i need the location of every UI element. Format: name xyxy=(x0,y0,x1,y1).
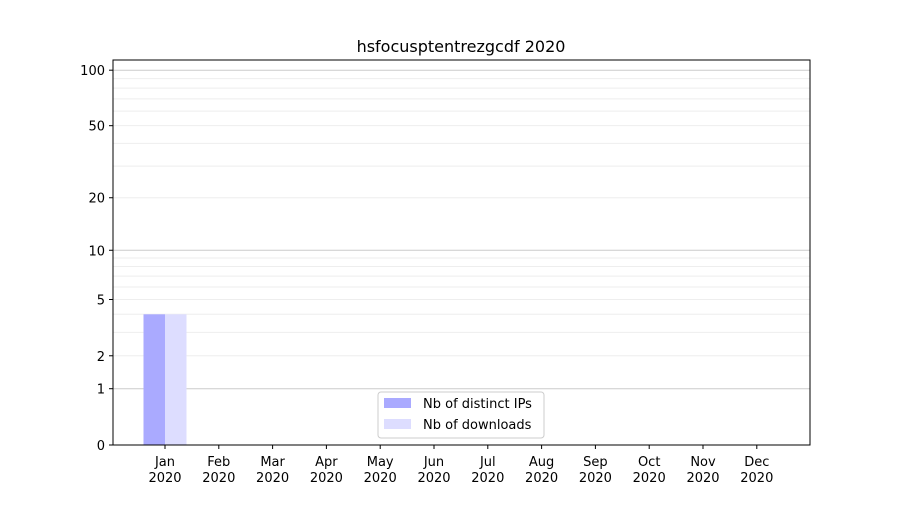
y-tick-label: 100 xyxy=(80,64,105,79)
x-tick-label: Apr 2020 xyxy=(310,455,343,486)
legend-label: Nb of downloads xyxy=(423,418,532,433)
x-tick-label-line: Jun xyxy=(423,455,444,470)
x-tick-label-line: 2020 xyxy=(417,471,450,486)
x-tick-label-line: 2020 xyxy=(364,471,397,486)
x-tick-label-line: Jan xyxy=(154,455,175,470)
x-tick-label: Dec 2020 xyxy=(740,455,773,486)
x-tick-label: Jan 2020 xyxy=(148,455,181,486)
x-tick-label-line: 2020 xyxy=(740,471,773,486)
y-tick-label: 20 xyxy=(88,192,105,207)
x-tick-label: May 2020 xyxy=(364,455,397,486)
legend-swatch xyxy=(384,419,411,429)
x-tick-label-line: 2020 xyxy=(525,471,558,486)
x-tick-label-line: 2020 xyxy=(471,471,504,486)
axes-frame xyxy=(112,59,811,446)
x-tick-label-line: Apr xyxy=(315,455,338,470)
x-tick-label: Jul 2020 xyxy=(471,455,504,486)
x-tick-label-line: Feb xyxy=(207,455,230,470)
legend-label: Nb of distinct IPs xyxy=(423,397,532,412)
y-tick-label: 0 xyxy=(97,439,105,454)
x-tick-label: Nov 2020 xyxy=(686,455,719,486)
x-tick-label-line: 2020 xyxy=(633,471,666,486)
x-tick-label: Jun 2020 xyxy=(417,455,450,486)
x-tick-label-line: May xyxy=(367,455,394,470)
bar-nb-of-distinct-ips xyxy=(143,314,165,445)
x-tick-label: Mar 2020 xyxy=(256,455,289,486)
legend-swatch xyxy=(384,398,411,408)
y-tick-label: 10 xyxy=(88,244,105,259)
legend-box xyxy=(377,391,545,439)
x-tick-label: Aug 2020 xyxy=(525,455,558,486)
legend: Nb of distinct IPs Nb of downloads xyxy=(377,391,545,439)
x-tick-label-line: Mar xyxy=(260,455,285,470)
x-tick-label-line: 2020 xyxy=(579,471,612,486)
x-tick-label-line: Jul xyxy=(479,455,496,470)
x-tick-label-line: Nov xyxy=(690,455,716,470)
x-tick-label-line: 2020 xyxy=(148,471,181,486)
x-tick-label-line: Sep xyxy=(583,455,608,470)
x-tick-label-line: Oct xyxy=(638,455,660,470)
x-tick-label-line: Aug xyxy=(529,455,554,470)
x-tick-label: Sep 2020 xyxy=(579,455,612,486)
y-tick-label: 1 xyxy=(97,383,105,398)
x-tick-label-line: 2020 xyxy=(256,471,289,486)
x-tick-label-line: Dec xyxy=(744,455,769,470)
x-tick-label-line: 2020 xyxy=(310,471,343,486)
bar-nb-of-downloads xyxy=(165,314,187,445)
chart-title: hsfocusptentrezgcdf 2020 xyxy=(357,37,566,56)
x-tick-label-line: 2020 xyxy=(202,471,235,486)
x-tick-label: Oct 2020 xyxy=(633,455,666,486)
y-tick-label: 50 xyxy=(88,120,105,135)
y-tick-label: 2 xyxy=(97,350,105,365)
y-tick-label: 5 xyxy=(97,293,105,308)
x-tick-label-line: 2020 xyxy=(686,471,719,486)
x-tick-label: Feb 2020 xyxy=(202,455,235,486)
